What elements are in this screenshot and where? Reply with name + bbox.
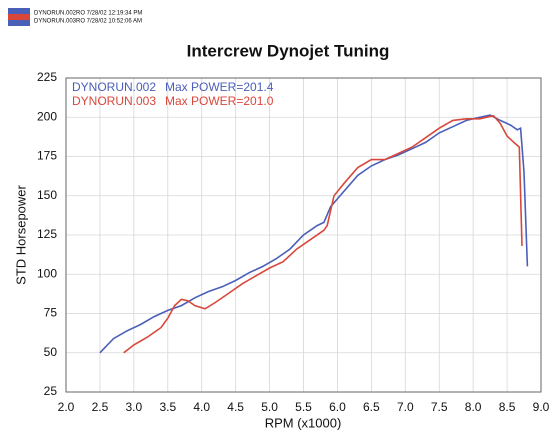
x-tick-label: 5.5	[295, 400, 312, 414]
x-tick-label: 8.0	[465, 400, 482, 414]
run-swatch	[8, 8, 30, 14]
x-tick-label: 3.5	[159, 400, 176, 414]
x-tick-label: 6.0	[329, 400, 346, 414]
y-tick-label: 225	[37, 70, 57, 84]
x-tick-label: 6.5	[363, 400, 380, 414]
y-tick-label: 150	[37, 188, 57, 202]
chart-title: Intercrew Dynojet Tuning	[187, 41, 390, 60]
x-tick-label: 4.0	[193, 400, 210, 414]
x-tick-label: 8.5	[499, 400, 516, 414]
x-tick-label: 3.0	[126, 400, 143, 414]
x-tick-label: 7.0	[397, 400, 414, 414]
run-swatch	[8, 20, 30, 26]
y-tick-label: 175	[37, 149, 57, 163]
series-line	[123, 114, 523, 354]
series-line	[99, 114, 529, 354]
x-axis-label: RPM (x1000)	[265, 415, 342, 430]
legend-note: Max POWER=201.4	[165, 80, 274, 94]
y-axis-label: STD Horsepower	[13, 184, 28, 284]
run-swatch	[8, 14, 30, 20]
legend-label: DYNORUN.002	[72, 80, 156, 94]
y-tick-label: 125	[37, 227, 57, 241]
x-tick-label: 2.0	[58, 400, 75, 414]
run-label: DYNORUN.002RO 7/28/02 12:19:34 PM	[34, 11, 142, 17]
y-tick-label: 200	[37, 109, 57, 123]
x-tick-label: 5.0	[261, 400, 278, 414]
y-tick-label: 50	[44, 345, 58, 359]
x-tick-label: 9.0	[533, 400, 550, 414]
x-tick-label: 7.5	[431, 400, 448, 414]
run-label: DYNORUN.003RO 7/28/02 10:52:06 AM	[34, 19, 142, 25]
legend-label: DYNORUN.003	[72, 94, 156, 108]
plot-frame	[65, 77, 542, 393]
y-tick-label: 25	[44, 384, 58, 398]
y-tick-label: 100	[37, 266, 57, 280]
legend-note: Max POWER=201.0	[165, 94, 274, 108]
x-tick-label: 4.5	[227, 400, 244, 414]
x-tick-label: 2.5	[92, 400, 109, 414]
y-tick-label: 75	[44, 306, 58, 320]
